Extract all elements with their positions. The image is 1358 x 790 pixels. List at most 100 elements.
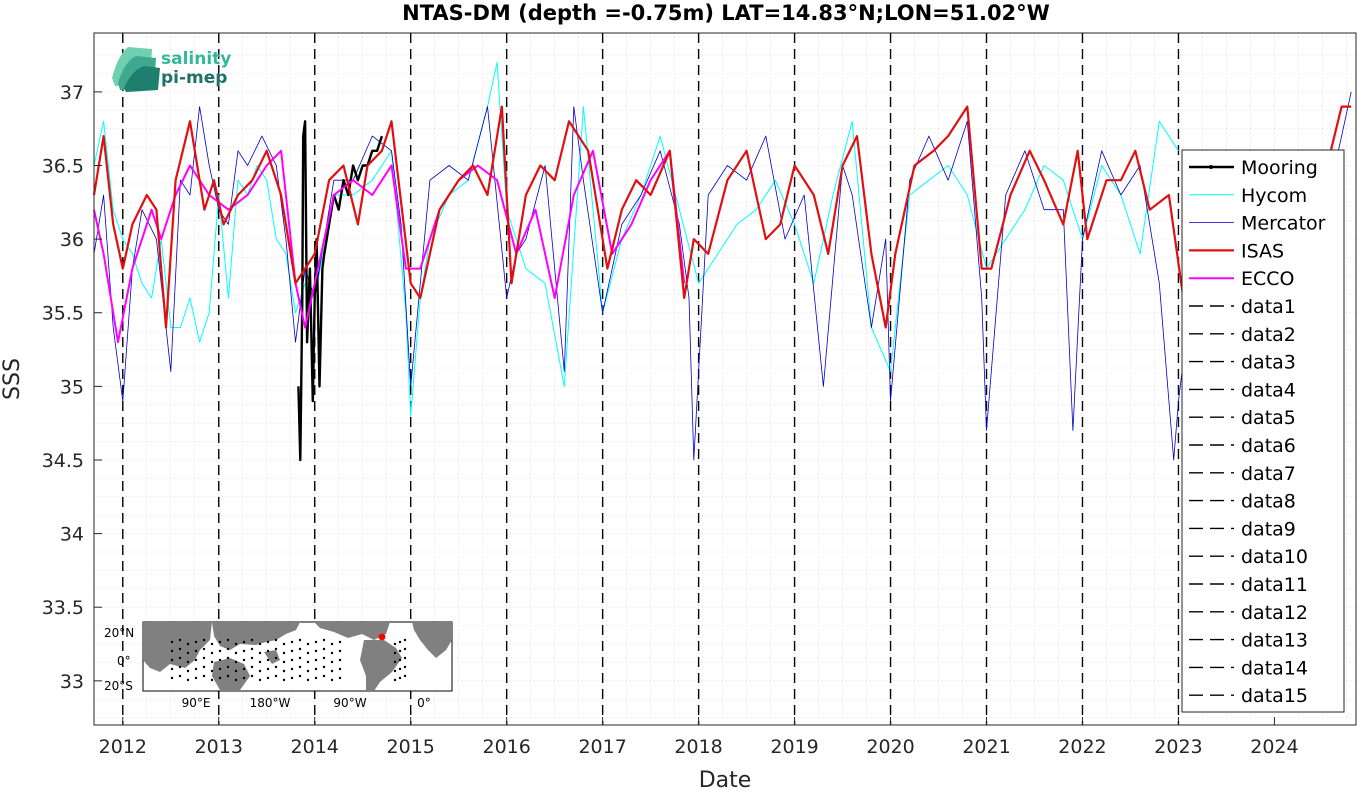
map-lon-label-4: 0° [417,696,431,710]
mooring-dot [298,638,302,642]
mooring-dot [226,638,230,642]
map-lon-label-2: 180°W [250,696,291,710]
mooring-dot [290,640,294,644]
mooring-dot [250,647,254,651]
legend-label-hycom: Hycom [1241,185,1307,207]
mooring-dot [210,642,214,646]
y-axis-label: SSS [0,358,25,400]
mooring-dot [330,651,334,655]
map-lat-label-2: 0° [117,654,131,668]
inset-map-land [143,622,452,691]
y-tick-label: 34.5 [42,450,84,472]
mooring-dot [258,660,262,664]
mooring-dot [306,660,310,664]
mooring-dot [202,674,206,678]
station-location-marker [378,633,386,641]
mooring-dot [194,676,198,680]
mooring-dot [258,678,262,682]
mooring-dot [266,658,270,662]
mooring-dot [398,649,402,653]
x-tick-label: 2021 [962,736,1010,758]
mooring-dot [338,676,342,680]
legend-label-mercator: Mercator [1241,213,1326,235]
y-tick-label: 35.5 [42,303,84,325]
y-tick-label: 33.5 [42,597,84,619]
legend-label-data12: data12 [1241,602,1308,624]
legend-label-data4: data4 [1241,379,1296,401]
mooring-dot [194,667,198,671]
x-tick-label: 2017 [578,736,626,758]
mooring-dot [234,651,238,655]
x-tick-label: 2012 [99,736,147,758]
mooring-dot [178,638,182,642]
x-tick-label: 2013 [195,736,243,758]
mooring-dot [274,674,278,678]
legend-label-ecco: ECCO [1241,268,1295,290]
mooring-dot [403,656,407,660]
mooring-dot [202,656,206,660]
mooring-dot [218,667,222,671]
mooring-dot [210,678,214,682]
mooring-station-dots [170,638,407,682]
mooring-dot [393,651,397,655]
wave-logo-icon [112,47,160,92]
mooring-dot [250,638,254,642]
mooring-dot [178,665,182,669]
mooring-dot [393,660,397,664]
mooring-dot [234,660,238,664]
mooring-dot [210,651,214,655]
x-tick-label: 2016 [482,736,530,758]
x-tick-label: 2020 [866,736,914,758]
map-lat-label-3: 20°S [104,679,133,693]
mooring-dot [398,667,402,671]
legend-label-data10: data10 [1241,546,1308,568]
mooring-dot [226,656,230,660]
mooring-dot [250,656,254,660]
mooring-dot [266,640,270,644]
map-lon-label-3: 90°W [333,696,366,710]
mooring-dot [242,658,246,662]
legend-label-data13: data13 [1241,630,1308,652]
mooring-dot [290,676,294,680]
mooring-dot [403,674,407,678]
mooring-dot [258,651,262,655]
x-tick-label: 2023 [1154,736,1202,758]
mooring-dot [202,638,206,642]
mooring-dot [242,640,246,644]
legend-label-data15: data15 [1241,685,1308,707]
mooring-dot [290,649,294,653]
mooring-dot [226,647,230,651]
logo-line-1: salinity [161,49,231,69]
chart-title: NTAS-DM (depth =-0.75m) LAT=14.83°N;LON=… [402,1,1050,25]
mooring-dot [282,642,286,646]
legend-label-data7: data7 [1241,463,1296,485]
mooring-dot [290,658,294,662]
mooring-dot [186,669,190,673]
y-tick-label: 33 [60,671,84,693]
mooring-dot [274,665,278,669]
x-axis-ticks: 2012 2013 2014 2015 2016 2017 2018 2019 2020 2021… [99,717,1299,758]
mooring-dot [178,674,182,678]
mooring-dot [314,649,318,653]
mooring-dot [250,665,254,669]
mooring-dot [250,674,254,678]
y-tick-label: 36.5 [42,156,84,178]
mooring-dot [306,678,310,682]
mooring-dot [314,658,318,662]
mooring-dot [170,640,174,644]
legend-box [1181,149,1345,713]
mooring-dot [322,638,326,642]
mooring-dot [298,656,302,660]
mooring-dot [186,660,190,664]
x-tick-label: 2024 [1250,736,1298,758]
mooring-dot [282,651,286,655]
mooring-dot [314,640,318,644]
mooring-dot [393,642,397,646]
mooring-dot [266,649,270,653]
legend-label-data11: data11 [1241,574,1308,596]
mooring-dot [258,669,262,673]
legend-label-data3: data3 [1241,352,1296,374]
mooring-dot [403,638,407,642]
mooring-dot [322,647,326,651]
